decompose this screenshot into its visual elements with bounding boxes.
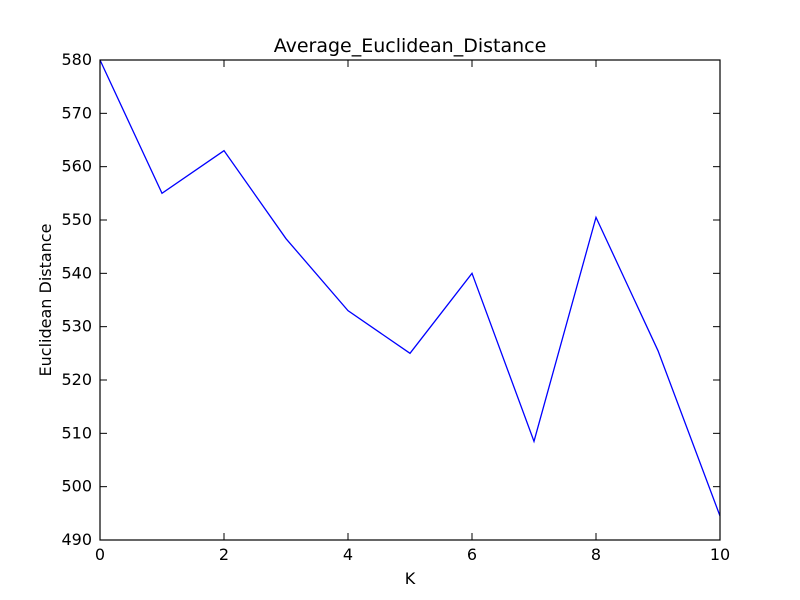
y-axis-label: Euclidean Distance — [36, 224, 55, 377]
y-tick-label: 570 — [61, 103, 92, 122]
plot-area: 0 2 4 6 8 10 490 500 510 520 530 540 550 560 570 580 — [61, 50, 730, 564]
y-tick-label: 500 — [61, 477, 92, 496]
x-axis-label: K — [405, 569, 416, 588]
y-tick-label: 580 — [61, 50, 92, 69]
y-tick-label: 550 — [61, 210, 92, 229]
x-tick-label: 4 — [343, 545, 353, 564]
x-tick-label: 6 — [467, 545, 477, 564]
y-tick-label: 520 — [61, 370, 92, 389]
x-tick-label: 2 — [219, 545, 229, 564]
x-tick-label: 10 — [710, 545, 730, 564]
y-tick-label: 490 — [61, 530, 92, 549]
chart-title: Average_Euclidean_Distance — [274, 35, 547, 57]
y-tick-label: 530 — [61, 317, 92, 336]
x-tick-label: 0 — [95, 545, 105, 564]
series-line-0 — [99, 59, 721, 517]
y-tick-label: 560 — [61, 157, 92, 176]
x-tick-label: 8 — [591, 545, 601, 564]
plot-frame — [99, 59, 721, 541]
y-tick-label: 510 — [61, 423, 92, 442]
y-tick-label: 540 — [61, 263, 92, 282]
